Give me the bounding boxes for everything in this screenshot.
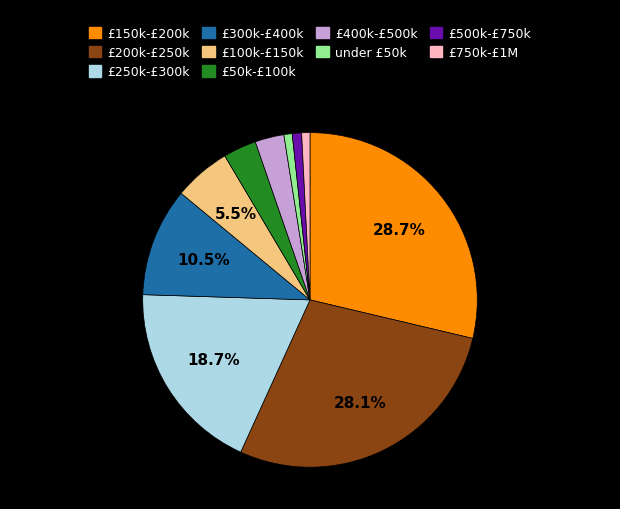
Wedge shape — [310, 133, 477, 339]
Text: 28.1%: 28.1% — [334, 395, 386, 410]
Text: 28.7%: 28.7% — [373, 222, 426, 237]
Wedge shape — [181, 157, 310, 300]
Wedge shape — [292, 133, 310, 300]
Wedge shape — [255, 135, 310, 300]
Wedge shape — [284, 134, 310, 300]
Wedge shape — [143, 194, 310, 300]
Text: 10.5%: 10.5% — [177, 252, 230, 268]
Legend: £150k-£200k, £200k-£250k, £250k-£300k, £300k-£400k, £100k-£150k, £50k-£100k, £40: £150k-£200k, £200k-£250k, £250k-£300k, £… — [84, 23, 536, 84]
Wedge shape — [241, 300, 473, 467]
Text: 18.7%: 18.7% — [187, 353, 240, 367]
Wedge shape — [143, 295, 310, 453]
Wedge shape — [301, 133, 310, 300]
Wedge shape — [225, 143, 310, 300]
Text: 5.5%: 5.5% — [215, 207, 257, 221]
